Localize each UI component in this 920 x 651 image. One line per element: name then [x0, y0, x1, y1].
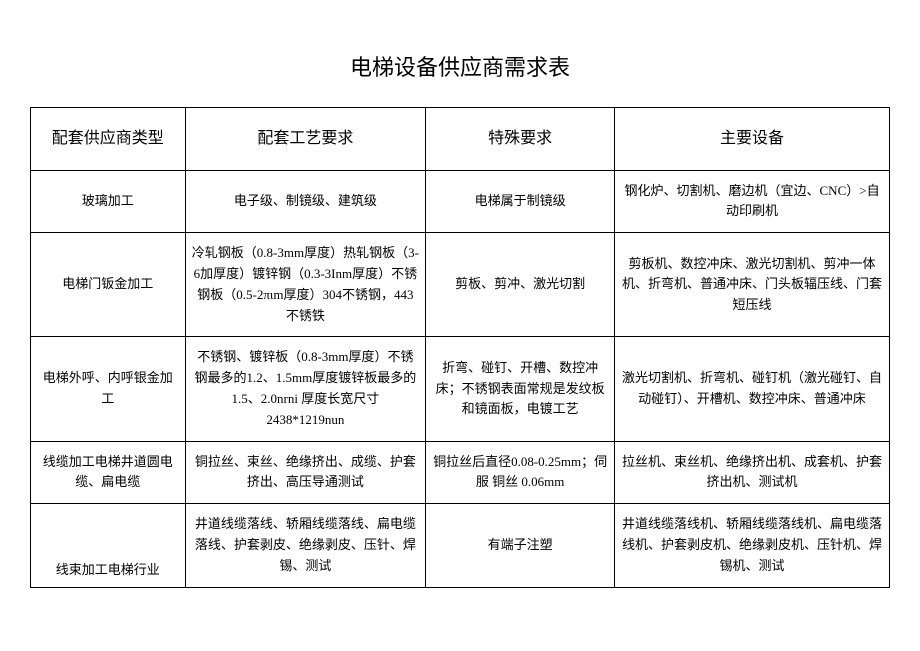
- cell-main-equipment: 钢化炉、切割机、磨边机（宜边、CNC）>自动印刷机: [615, 170, 890, 233]
- cell-supplier-type: 电梯门钣金加工: [31, 233, 186, 337]
- table-row: 线束加工电梯行业 井道线缆落线、轿厢线缆落线、扁电缆落线、护套剥皮、绝缘剥皮、压…: [31, 504, 890, 587]
- table-header-row: 配套供应商类型 配套工艺要求 特殊要求 主要设备: [31, 108, 890, 171]
- cell-special-req: 剪板、剪冲、激光切割: [426, 233, 615, 337]
- cell-main-equipment: 激光切割机、折弯机、碰钉机（激光碰钉、自动碰钉）、开槽机、数控冲床、普通冲床: [615, 337, 890, 441]
- table-row: 玻璃加工 电子级、制镜级、建筑级 电梯属于制镜级 钢化炉、切割机、磨边机（宜边、…: [31, 170, 890, 233]
- cell-special-req: 折弯、碰钉、开槽、数控冲床；不锈钢表面常规是发纹板和镜面板，电镀工艺: [426, 337, 615, 441]
- header-special-req: 特殊要求: [426, 108, 615, 171]
- cell-supplier-type: 线束加工电梯行业: [31, 504, 186, 587]
- cell-supplier-type: 玻璃加工: [31, 170, 186, 233]
- cell-process-req: 冷轧钢板（0.8-3mm厚度）热轧钢板（3-6加厚度）镀锌钢（0.3-3Inm厚…: [185, 233, 426, 337]
- cell-process-req: 铜拉丝、束丝、绝缘挤出、成缆、护套挤出、高压导通测试: [185, 441, 426, 504]
- table-row: 线缆加工电梯井道圆电缆、扁电缆 铜拉丝、束丝、绝缘挤出、成缆、护套挤出、高压导通…: [31, 441, 890, 504]
- supplier-table: 配套供应商类型 配套工艺要求 特殊要求 主要设备 玻璃加工 电子级、制镜级、建筑…: [30, 107, 890, 588]
- cell-special-req: 电梯属于制镜级: [426, 170, 615, 233]
- header-supplier-type: 配套供应商类型: [31, 108, 186, 171]
- cell-process-req: 井道线缆落线、轿厢线缆落线、扁电缆落线、护套剥皮、绝缘剥皮、压针、焊锡、测试: [185, 504, 426, 587]
- cell-main-equipment: 井道线缆落线机、轿厢线缆落线机、扁电缆落线机、护套剥皮机、绝缘剥皮机、压针机、焊…: [615, 504, 890, 587]
- cell-process-req: 电子级、制镜级、建筑级: [185, 170, 426, 233]
- cell-supplier-type: 电梯外呼、内呼银金加工: [31, 337, 186, 441]
- cell-special-req: 铜拉丝后直径0.08-0.25mm；伺服 铜丝 0.06mm: [426, 441, 615, 504]
- cell-process-req: 不锈钢、镀锌板（0.8-3mm厚度）不锈钢最多的1.2、1.5mm厚度镀锌板最多…: [185, 337, 426, 441]
- cell-main-equipment: 拉丝机、束丝机、绝缘挤出机、成套机、护套挤出机、测试机: [615, 441, 890, 504]
- page-title: 电梯设备供应商需求表: [30, 50, 890, 82]
- header-process-req: 配套工艺要求: [185, 108, 426, 171]
- header-main-equipment: 主要设备: [615, 108, 890, 171]
- cell-supplier-type: 线缆加工电梯井道圆电缆、扁电缆: [31, 441, 186, 504]
- cell-main-equipment: 剪板机、数控冲床、激光切割机、剪冲一体机、折弯机、普通冲床、门头板辐压线、门套短…: [615, 233, 890, 337]
- table-row: 电梯外呼、内呼银金加工 不锈钢、镀锌板（0.8-3mm厚度）不锈钢最多的1.2、…: [31, 337, 890, 441]
- table-row: 电梯门钣金加工 冷轧钢板（0.8-3mm厚度）热轧钢板（3-6加厚度）镀锌钢（0…: [31, 233, 890, 337]
- cell-special-req: 有端子注塑: [426, 504, 615, 587]
